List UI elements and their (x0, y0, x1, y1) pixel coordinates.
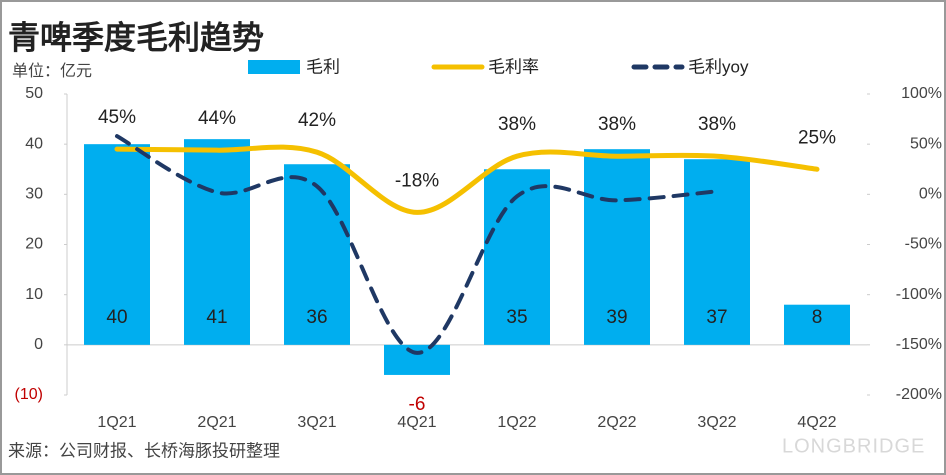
line-label: 42% (298, 110, 336, 131)
x-tick-label: 1Q21 (97, 414, 136, 431)
legend-swatch (248, 60, 300, 74)
line-label: 38% (598, 114, 636, 135)
y2-tick-label: -100% (896, 286, 942, 303)
bar (584, 149, 650, 345)
line-label: 44% (198, 108, 236, 129)
bar (184, 139, 250, 345)
legend-label: 毛利率 (488, 57, 539, 76)
x-tick-label: 1Q22 (497, 414, 536, 431)
line-label: 38% (498, 114, 536, 135)
bar-label: 37 (706, 307, 727, 328)
x-tick-label: 2Q21 (197, 414, 236, 431)
bar-label: 41 (206, 307, 227, 328)
y2-tick-label: -200% (896, 386, 942, 403)
y-tick-label: 0 (34, 336, 43, 353)
bar-label: 8 (812, 307, 823, 328)
y-tick-label: 40 (25, 135, 43, 152)
bar-label: 36 (306, 307, 327, 328)
line-label: 38% (698, 114, 736, 135)
unit-label: 单位：亿元 (12, 62, 92, 80)
x-tick-label: 4Q21 (397, 414, 436, 431)
line (114, 144, 820, 215)
line-label: 25% (798, 127, 836, 148)
line-label: 45% (98, 107, 136, 128)
x-tick-label: 2Q22 (597, 414, 636, 431)
y2-tick-label: 0% (919, 186, 942, 203)
bar (384, 344, 450, 375)
bar-label: 40 (106, 307, 127, 328)
x-tick-label: 4Q22 (797, 414, 836, 431)
y-tick-label: 50 (25, 85, 43, 102)
y-tick-label: 30 (25, 186, 43, 203)
legend-label: 毛利 (306, 57, 340, 76)
source: 来源：公司财报、长桥海豚投研整理 (8, 441, 280, 460)
bar (84, 144, 150, 345)
bar-label: 35 (506, 307, 527, 328)
legend-label: 毛利yoy (688, 57, 749, 76)
bar (284, 164, 350, 345)
y-tick-label: 20 (25, 236, 43, 253)
y-tick-label: (10) (15, 386, 43, 403)
chart-title: 青啤季度毛利趋势 (8, 19, 264, 55)
bar (784, 304, 850, 345)
bar-label: -6 (409, 394, 426, 415)
y2-tick-label: 50% (910, 135, 942, 152)
bar-label: 39 (606, 307, 627, 328)
x-tick-label: 3Q22 (697, 414, 736, 431)
y-tick-label: 10 (25, 286, 43, 303)
x-tick-label: 3Q21 (297, 414, 336, 431)
y2-tick-label: -150% (896, 336, 942, 353)
y2-tick-label: 100% (901, 85, 942, 102)
y2-tick-label: -50% (905, 236, 942, 253)
line (115, 134, 719, 355)
line-label: -18% (395, 170, 439, 191)
watermark: LONGBRIDGE (782, 435, 925, 457)
bar (684, 159, 750, 345)
